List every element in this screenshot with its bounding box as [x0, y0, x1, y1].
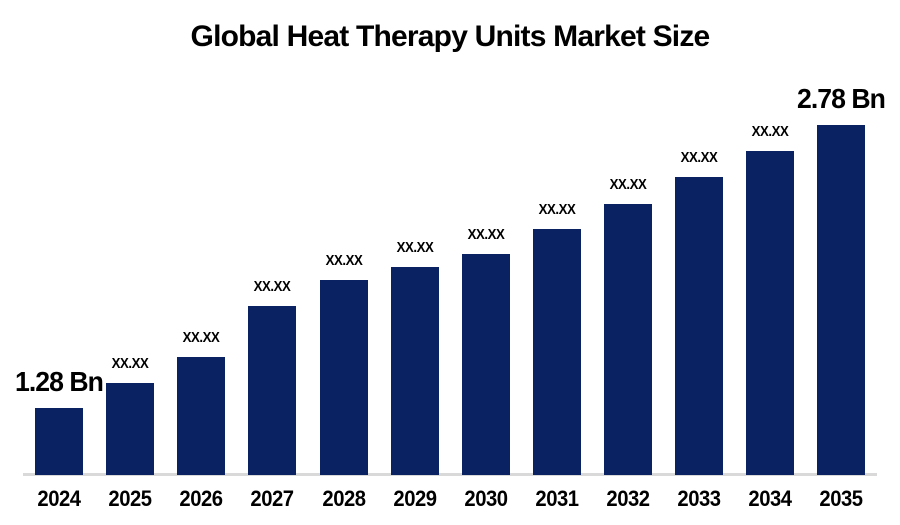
bar-2030	[461, 254, 510, 475]
bar-value-label-2024: 1.28 Bn	[15, 366, 104, 397]
bar-2026	[177, 357, 226, 475]
x-axis-label-2027: 2027	[250, 486, 295, 511]
bar-2024	[35, 408, 84, 475]
bar-value-label-2031: XX.XX	[538, 201, 576, 218]
bar-value-label-2033: XX.XX	[680, 149, 718, 166]
bar-value-label-2030: XX.XX	[467, 226, 505, 243]
x-axis-label-2025: 2025	[108, 486, 153, 511]
x-axis-label-2026: 2026	[179, 486, 224, 511]
bar-value-label-2035: 2.78 Bn	[797, 83, 886, 114]
bar-value-label-2026: XX.XX	[182, 329, 220, 346]
bar-value-label-2028: XX.XX	[325, 252, 362, 269]
bar-2029	[390, 267, 439, 475]
x-axis-label-2033: 2033	[677, 486, 722, 511]
x-axis-label-2030: 2030	[464, 486, 508, 511]
bar-value-label-2029: XX.XX	[396, 239, 434, 256]
bar-2025	[106, 383, 155, 475]
bar-2031	[532, 229, 581, 475]
bar-value-label-2025: XX.XX	[111, 355, 149, 372]
bar-2028	[319, 280, 368, 475]
x-axis-label-2035: 2035	[819, 486, 864, 511]
x-axis-label-2029: 2029	[393, 486, 437, 511]
x-axis-label-2024: 2024	[37, 486, 81, 511]
bar-2027	[248, 306, 297, 475]
x-axis-label-2032: 2032	[606, 486, 650, 511]
bar-value-label-2032: XX.XX	[609, 176, 647, 193]
bar-2034	[746, 151, 795, 475]
bar-value-label-2034: XX.XX	[751, 123, 789, 140]
bar-2035	[817, 125, 866, 475]
x-axis-label-2031: 2031	[535, 486, 579, 511]
x-axis-label-2034: 2034	[748, 486, 793, 511]
x-axis-label-2028: 2028	[321, 486, 366, 511]
bar-value-label-2027: XX.XX	[254, 278, 291, 295]
bar-2032	[604, 204, 653, 475]
x-axis-line	[23, 473, 877, 476]
bar-2033	[675, 177, 724, 475]
chart-title: Global Heat Therapy Units Market Size	[190, 20, 711, 53]
